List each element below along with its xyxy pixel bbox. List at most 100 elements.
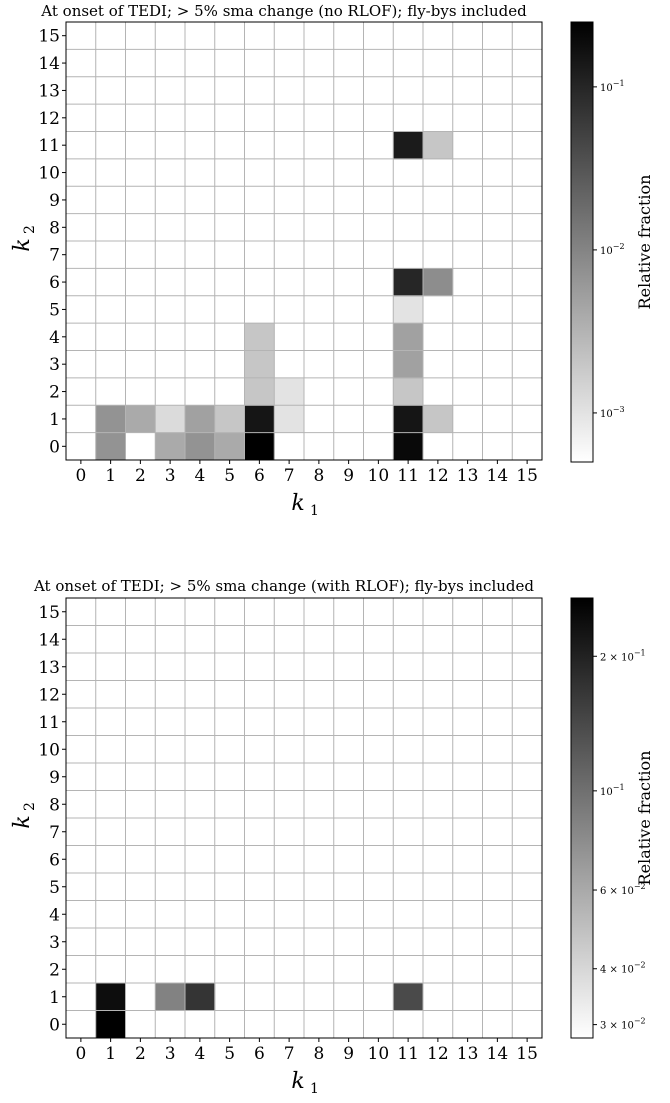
x-tick-label: 15 — [516, 1044, 538, 1064]
heatmap-cell — [393, 377, 424, 406]
heatmap-cell — [95, 432, 126, 461]
heatmap-cell — [393, 405, 424, 434]
colorbar-tick-base: 3 × 10 — [600, 1021, 634, 1032]
colorbar-tick-exponent: −1 — [613, 79, 625, 88]
x-tick-label: 0 — [75, 1044, 86, 1064]
y-tick-label: 8 — [49, 795, 60, 815]
x-tick-label: 6 — [254, 466, 265, 486]
y-tick-label: 0 — [49, 1015, 60, 1035]
heatmap-cell — [393, 131, 424, 160]
y-tick-label: 13 — [38, 658, 60, 678]
colorbar — [570, 21, 594, 463]
colorbar-tick-base: 10 — [600, 83, 613, 94]
x-tick-label: 6 — [254, 1044, 265, 1064]
heatmap-cell — [244, 432, 275, 461]
colorbar-tick-label: 10−3 — [600, 405, 625, 420]
heatmap-cell — [393, 350, 424, 379]
heatmap-cell — [393, 432, 424, 461]
colorbar-tick-exponent: −2 — [634, 882, 646, 891]
colorbar-tick-exponent: −2 — [634, 961, 646, 970]
y-tick-label: 10 — [38, 164, 60, 184]
colorbar-tick-exponent: −2 — [634, 1017, 646, 1026]
heatmap-cell — [423, 405, 454, 434]
heatmap-panel-2: At onset of TEDI; > 5% sma change (with … — [10, 577, 654, 1097]
x-tick-label: 15 — [516, 466, 538, 486]
y-tick-label: 14 — [38, 630, 60, 650]
x-axis-label-subscript: 1 — [310, 503, 319, 519]
y-tick-label: 7 — [49, 823, 60, 843]
x-tick-label: 4 — [194, 1044, 205, 1064]
grid-lines — [66, 598, 542, 1038]
y-tick-label: 11 — [38, 713, 60, 733]
x-tick-label: 8 — [313, 1044, 324, 1064]
heatmap-cell — [155, 983, 186, 1011]
colorbar — [570, 597, 594, 1039]
x-tick-label: 11 — [397, 466, 419, 486]
chart-title: At onset of TEDI; > 5% sma change (with … — [33, 577, 534, 595]
colorbar-tick-label: 10−1 — [600, 783, 625, 798]
x-tick-label: 11 — [397, 1044, 419, 1064]
x-tick-label: 3 — [165, 466, 176, 486]
x-tick-label: 5 — [224, 466, 235, 486]
y-tick-label: 10 — [38, 740, 60, 760]
colorbar-tick-exponent: −3 — [613, 405, 625, 414]
heatmap-cell — [393, 268, 424, 297]
y-axis-label-group: k2 — [10, 802, 38, 829]
heatmap-cell — [125, 432, 156, 461]
y-tick-label: 12 — [38, 109, 60, 129]
x-tick-label: 2 — [135, 1044, 146, 1064]
heatmap-cell — [244, 377, 275, 406]
heatmap-cell — [274, 405, 305, 434]
heatmap-cell — [214, 405, 245, 434]
plot-frame — [65, 21, 543, 461]
y-tick-label: 3 — [49, 355, 60, 375]
heatmap-cell — [185, 983, 216, 1011]
colorbar-tick-label: 10−2 — [600, 242, 625, 257]
heatmap-cell — [244, 350, 275, 379]
x-tick-label: 0 — [75, 466, 86, 486]
colorbar-tick-base: 2 × 10 — [600, 652, 634, 663]
heatmap-cell — [185, 432, 216, 461]
y-tick-label: 12 — [38, 685, 60, 705]
y-tick-label: 3 — [49, 933, 60, 953]
y-tick-label: 9 — [49, 768, 60, 788]
heatmap-cell — [95, 405, 126, 434]
x-axis-label: k — [291, 1069, 304, 1094]
colorbar-tick-base: 10 — [600, 787, 613, 798]
plot-frame — [65, 597, 543, 1039]
x-tick-label: 1 — [105, 466, 116, 486]
y-axis-label-group: k2 — [10, 225, 38, 252]
heatmap-cell — [185, 405, 216, 434]
x-tick-label: 5 — [224, 1044, 235, 1064]
heatmap-cell — [244, 405, 275, 434]
x-axis-label-subscript: 1 — [310, 1081, 319, 1097]
x-tick-label: 10 — [368, 466, 390, 486]
y-tick-label: 5 — [49, 878, 60, 898]
y-tick-label: 2 — [49, 383, 60, 403]
x-tick-label: 14 — [487, 1044, 509, 1064]
colorbar-tick-label: 10−1 — [600, 79, 625, 94]
y-axis-label: k — [10, 238, 35, 251]
colorbar-tick-exponent: −2 — [613, 242, 625, 251]
heatmap-cell — [423, 131, 454, 160]
heatmap-cell — [393, 323, 424, 351]
colorbar-tick-label: 6 × 10−2 — [600, 882, 646, 897]
y-tick-label: 9 — [49, 191, 60, 211]
x-tick-label: 7 — [284, 1044, 295, 1064]
chart-title: At onset of TEDI; > 5% sma change (no RL… — [40, 2, 527, 20]
y-tick-label: 2 — [49, 960, 60, 980]
colorbar-tick-exponent: −1 — [634, 648, 646, 657]
heatmap-cell — [95, 1010, 126, 1039]
heatmap-cell — [274, 377, 305, 406]
y-axis-label-subscript: 2 — [22, 225, 38, 234]
x-tick-label: 14 — [487, 466, 509, 486]
colorbar-label: Relative fraction — [635, 751, 654, 886]
x-tick-label: 12 — [427, 466, 449, 486]
y-tick-label: 15 — [38, 603, 60, 623]
y-tick-label: 11 — [38, 136, 60, 156]
y-tick-label: 6 — [49, 850, 60, 870]
heatmap-cell — [155, 432, 186, 461]
colorbar-tick-base: 10 — [600, 409, 613, 420]
heatmap-cell — [155, 405, 186, 434]
